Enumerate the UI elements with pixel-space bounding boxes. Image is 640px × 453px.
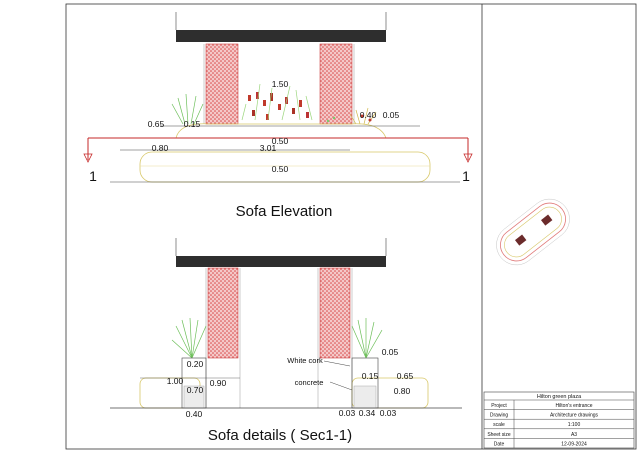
- dim-right-bottom-c: 0.03: [380, 408, 397, 418]
- tb-val-scale: 1:100: [568, 422, 581, 428]
- brick-panel-right-section: [319, 267, 351, 359]
- dim-right-bottom-a: 0.03: [339, 408, 356, 418]
- tb-val-project: Hilton's entrance: [555, 403, 592, 409]
- tb-key-scale: scale: [493, 422, 505, 428]
- tb-key-sheet-size: Sheet size: [487, 432, 511, 438]
- dim-right-gap: 0.05: [383, 110, 400, 120]
- key-plan-panel-a: [515, 234, 527, 246]
- dim-left-back: 0.90: [210, 378, 227, 388]
- dim-right-planter: 0.40: [360, 110, 377, 120]
- key-plan-panel-b: [541, 214, 553, 226]
- sofa-elevation-drawing: 1.50 0.65 0.15 0.40 0.05 0.50 0.80 3.01 …: [83, 12, 473, 220]
- dim-right-top: 0.05: [382, 347, 399, 357]
- tb-key-date: Date: [494, 441, 505, 447]
- tb-val-date: 12-09-2024: [561, 441, 587, 447]
- tb-val-sheet-size: A3: [571, 432, 577, 438]
- brick-panel-left: [205, 43, 239, 125]
- right-plant: [351, 318, 383, 359]
- key-plan: [496, 198, 570, 266]
- elevation-title: Sofa Elevation: [236, 203, 333, 220]
- dim-bottom-seat: 0.50: [272, 164, 289, 174]
- sofa-outline: [175, 123, 430, 139]
- ceiling-beam-section: [176, 256, 386, 267]
- planter-foliage: [171, 83, 377, 125]
- dim-left-depth: 0.65: [148, 119, 165, 129]
- dim-height-center: 1.50: [272, 79, 289, 89]
- dim-right-seat: 0.65: [397, 371, 414, 381]
- left-plant: [171, 317, 207, 359]
- dim-right-bottom-b: 0.34: [359, 408, 376, 418]
- tb-key-drawing: Drawing: [490, 413, 509, 419]
- tb-key-project: Project: [491, 403, 507, 409]
- section-marker-left: 1: [89, 168, 97, 184]
- dim-left-planter: 0.15: [184, 119, 201, 129]
- dim-top-seat: 0.50: [272, 136, 289, 146]
- tb-val-drawing: Architecture drawings: [550, 413, 599, 419]
- dim-left-seat: 0.80: [152, 143, 169, 153]
- sofa-section-drawing: 0.20 1.00 0.90 0.70 0.40 White cork conc…: [110, 238, 462, 444]
- dim-left-top: 0.20: [187, 359, 204, 369]
- title-block-project-name: Hilton green plaza: [537, 394, 582, 400]
- label-white-cork: White cork: [287, 356, 323, 365]
- section-marker-right: 1: [462, 168, 470, 184]
- brick-panel-left-section: [207, 267, 239, 359]
- dim-overall-length: 3.01: [260, 143, 277, 153]
- sheet-border: [65, 3, 637, 450]
- dim-left-mid: 0.70: [187, 385, 204, 395]
- section-title: Sofa details ( Sec1-1): [208, 427, 352, 444]
- dim-left-height: 1.00: [167, 376, 184, 386]
- dim-right-height: 0.80: [394, 386, 411, 396]
- brick-panel-right: [319, 43, 353, 125]
- label-concrete: concrete: [295, 378, 324, 387]
- dim-left-bottom: 0.40: [186, 409, 203, 419]
- dim-right-small: 0.15: [362, 371, 379, 381]
- ceiling-beam: [176, 30, 386, 42]
- title-block: Hilton green plaza Project Hilton's entr…: [483, 391, 635, 449]
